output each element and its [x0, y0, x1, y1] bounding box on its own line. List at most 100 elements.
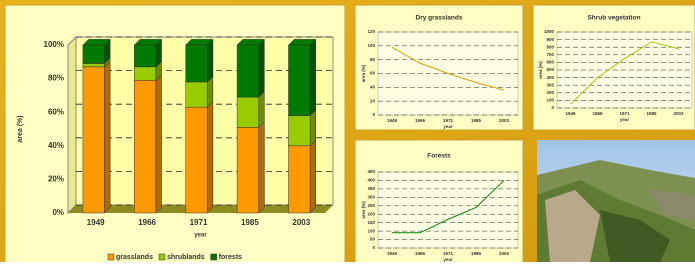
y-tick-label: 300: [546, 82, 554, 87]
side-wall: [68, 37, 76, 213]
y-tick-label: 80%: [48, 74, 64, 83]
y-tick-label: 150: [367, 220, 375, 225]
legend-label: forests: [219, 254, 242, 261]
x-tick-label: 2003: [673, 111, 684, 116]
y-tick-label: 200: [367, 211, 375, 216]
bar-face: [289, 116, 311, 146]
bar-face: [207, 102, 213, 213]
x-tick-label: 1949: [87, 218, 105, 227]
plot-area: [378, 172, 518, 248]
x-tick-label: 1949: [387, 251, 398, 256]
y-tick-label: 1000: [544, 29, 555, 34]
y-tick-label: 50: [370, 237, 376, 242]
y-tick-label: 100: [367, 43, 375, 48]
page: 0% 20% 40% 60% 80% 100% 1949 1966 1971 1985 2003 ye…: [0, 0, 695, 262]
x-tick-label: 1966: [592, 111, 603, 116]
legend-label: grasslands: [116, 254, 153, 261]
bar-face: [310, 140, 316, 213]
y-tick-label: 60%: [48, 107, 64, 116]
x-tick-label: 2003: [499, 251, 510, 256]
y-axis-label: area (%): [17, 115, 24, 142]
y-tick-label: 400: [367, 178, 375, 183]
y-tick-label: 40: [370, 85, 376, 90]
bar-face: [186, 45, 208, 82]
bar: [289, 39, 316, 115]
bar: [289, 140, 316, 213]
bar-face: [134, 67, 156, 80]
bar-face: [83, 45, 105, 63]
bar-face: [83, 67, 105, 213]
legend-swatch: [108, 254, 114, 260]
x-tick-label: 1971: [619, 111, 630, 116]
bar: [237, 122, 264, 213]
bar-face: [259, 91, 265, 127]
bar-face: [186, 107, 208, 213]
bar: [83, 61, 110, 213]
legend-swatch: [159, 254, 165, 260]
x-tick-label: 1971: [443, 251, 454, 256]
x-tick-label: 1949: [565, 111, 576, 116]
y-tick-label: 250: [367, 203, 375, 208]
x-tick-label: 1971: [190, 218, 208, 227]
y-tick-label: 120: [367, 29, 375, 34]
y-tick-label: 600: [546, 60, 554, 65]
y-tick-label: 800: [546, 44, 554, 49]
bar-face: [83, 63, 105, 66]
bar-face: [259, 39, 265, 97]
bar-face: [134, 80, 156, 213]
chart-title: Dry grasslands: [416, 15, 463, 22]
x-tick-label: 2003: [499, 118, 510, 123]
bar-face: [259, 122, 265, 213]
bar-face: [207, 39, 213, 82]
chart-title: Shrub vegetation: [587, 15, 640, 22]
x-tick-label: 1971: [443, 118, 454, 123]
y-tick-label: 60: [370, 71, 376, 76]
y-tick-label: 100: [367, 228, 375, 233]
bar-face: [289, 45, 311, 116]
bar-face: [186, 82, 208, 107]
x-axis-label: year: [443, 124, 453, 129]
y-tick-label: 0%: [52, 208, 64, 217]
bar-face: [156, 75, 162, 213]
y-tick-label: 700: [546, 52, 554, 57]
bar: [134, 75, 161, 213]
y-tick-label: 500: [546, 67, 554, 72]
bar-face: [237, 45, 259, 97]
x-tick-label: 1985: [241, 218, 259, 227]
photo: [537, 140, 695, 262]
y-tick-label: 40%: [48, 141, 64, 150]
x-axis-label: year: [443, 257, 453, 262]
y-axis-label: area (%): [361, 64, 366, 82]
x-tick-label: 1949: [387, 118, 398, 123]
y-tick-label: 20%: [48, 175, 64, 184]
bar-face: [237, 127, 259, 213]
bar-face: [310, 110, 316, 146]
chart-title: Forests: [427, 153, 451, 160]
bar: [237, 39, 264, 97]
y-tick-label: 200: [546, 90, 554, 95]
y-tick-label: 100: [546, 98, 554, 103]
x-axis-label: year: [620, 117, 630, 122]
x-axis-label: year: [194, 233, 207, 239]
y-axis-label: area (%): [361, 201, 366, 219]
x-tick-label: 1985: [471, 251, 482, 256]
legend-swatch: [211, 254, 217, 260]
bar-face: [237, 97, 259, 127]
y-tick-label: 450: [367, 169, 375, 174]
x-tick-label: 1966: [415, 251, 426, 256]
y-tick-label: 900: [546, 37, 554, 42]
bar: [186, 39, 213, 82]
x-tick-label: 1985: [646, 111, 657, 116]
y-tick-label: 80: [370, 57, 376, 62]
y-tick-label: 20: [370, 98, 376, 103]
bar: [83, 39, 110, 63]
x-tick-label: 1966: [415, 118, 426, 123]
x-tick-label: 1985: [471, 118, 482, 123]
y-tick-label: 100%: [44, 40, 64, 49]
legend-label: shrublands: [167, 254, 205, 261]
bar-face: [289, 146, 311, 213]
bar: [134, 39, 161, 66]
y-tick-label: 400: [546, 75, 554, 80]
y-tick-label: 350: [367, 186, 375, 191]
bar-face: [134, 45, 156, 67]
